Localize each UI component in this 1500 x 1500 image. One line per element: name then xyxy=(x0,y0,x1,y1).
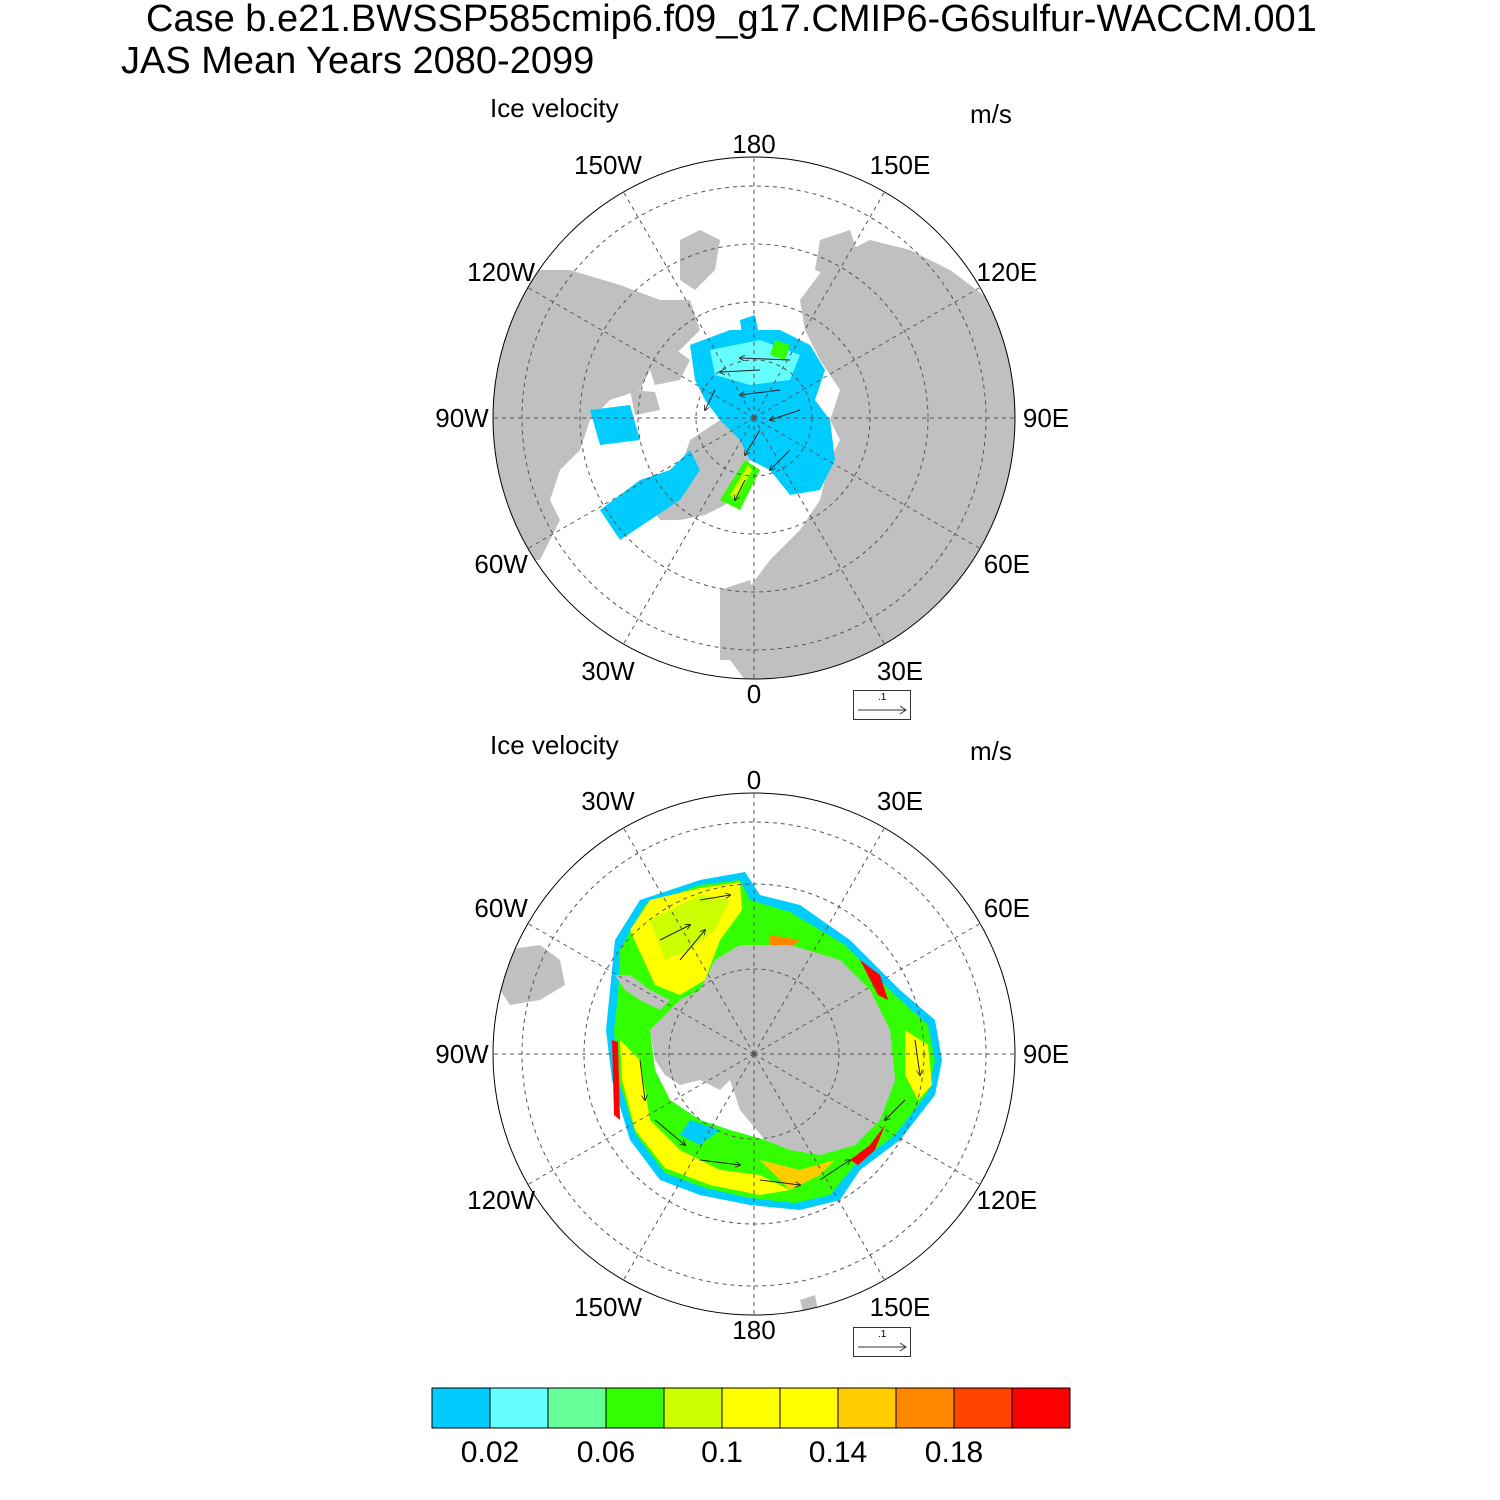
south-lon-label: 90W xyxy=(435,1039,489,1069)
colorbar-swatch xyxy=(489,1387,549,1429)
north-ice-vectors xyxy=(705,358,801,500)
south-lon-label: 120E xyxy=(977,1185,1038,1215)
south-meridian xyxy=(527,1053,755,1185)
south-reference-vector: .1 xyxy=(853,1327,911,1357)
south-reference-arrow-icon xyxy=(858,1342,907,1352)
colorbar-tick-label: 0.18 xyxy=(925,1436,983,1469)
south-lon-label: 150W xyxy=(574,1292,642,1322)
south-longitude-labels: 0 30E 60E 90E 120E 150E 180 150W 120W 90W 60W 30W xyxy=(435,765,1069,1345)
north-panel-units: m/s xyxy=(970,99,1012,129)
north-lon-label: 30E xyxy=(877,656,923,686)
north-polar-map: 180 150E 120E 90E 60E 30E 0 30W 60W 90W 120W 150W xyxy=(435,129,1069,709)
north-panel-title: Ice velocity xyxy=(490,93,619,123)
north-meridian xyxy=(753,191,885,419)
south-meridian xyxy=(753,1053,885,1281)
south-lon-label: 0 xyxy=(747,765,761,795)
colorbar-swatch xyxy=(721,1387,781,1429)
south-panel-units: m/s xyxy=(970,736,1012,766)
north-lon-label: 120W xyxy=(467,257,535,287)
colorbar xyxy=(431,1387,1071,1429)
colorbar-swatch xyxy=(953,1387,1013,1429)
colorbar-swatch xyxy=(779,1387,839,1429)
north-meridian xyxy=(753,287,981,419)
colorbar-swatch xyxy=(431,1387,491,1429)
south-lon-label: 150E xyxy=(870,1292,931,1322)
north-lon-label: 60W xyxy=(474,549,528,579)
north-meridian xyxy=(623,417,755,645)
south-lon-label: 30E xyxy=(877,786,923,816)
south-lon-label: 60W xyxy=(474,893,528,923)
south-ice-vectors xyxy=(639,895,920,1185)
period-title: JAS Mean Years 2080-2099 xyxy=(121,40,595,82)
south-panel-title: Ice velocity xyxy=(490,730,619,760)
north-lon-label: 150W xyxy=(574,150,642,180)
south-meridian xyxy=(623,827,755,1055)
colorbar-swatch xyxy=(895,1387,955,1429)
colorbar-swatch xyxy=(605,1387,665,1429)
south-reference-vector-label: .1 xyxy=(878,1329,887,1340)
north-reference-vector: .1 xyxy=(853,690,911,720)
colorbar-tick-labels: 0.02 0.06 0.1 0.14 0.18 xyxy=(461,1436,983,1469)
south-lon-label: 180 xyxy=(732,1315,775,1345)
north-lon-label: 180 xyxy=(732,129,775,159)
north-map-boundary xyxy=(492,156,1016,680)
south-lon-label: 60E xyxy=(984,893,1030,923)
south-polar-map: 0 30E 60E 90E 120E 150E 180 150W 120W 90W 60W 30W xyxy=(435,765,1069,1345)
north-meridian xyxy=(527,287,755,419)
south-land xyxy=(500,945,895,1312)
north-lon-label: 150E xyxy=(870,150,931,180)
north-reference-vector-label: .1 xyxy=(878,692,887,703)
south-lon-label: 30W xyxy=(581,786,635,816)
colorbar-swatch xyxy=(837,1387,897,1429)
north-lon-label: 120E xyxy=(977,257,1038,287)
south-lon-label: 120W xyxy=(467,1185,535,1215)
colorbar-swatch xyxy=(663,1387,723,1429)
north-longitude-labels: 180 150E 120E 90E 60E 30E 0 30W 60W 90W 120W 150W xyxy=(435,129,1069,709)
north-lon-label: 90W xyxy=(435,403,489,433)
colorbar-tick-label: 0.02 xyxy=(461,1436,519,1469)
colorbar-tick-label: 0.14 xyxy=(809,1436,867,1469)
north-meridians xyxy=(493,157,1015,679)
colorbar-tick-label: 0.06 xyxy=(577,1436,635,1469)
south-meridian xyxy=(527,923,755,1055)
south-ice-field xyxy=(606,872,942,1210)
north-meridian xyxy=(753,417,885,645)
north-meridian xyxy=(527,417,755,549)
south-meridian xyxy=(753,1053,981,1185)
north-lon-label: 60E xyxy=(984,549,1030,579)
north-reference-arrow-icon xyxy=(858,705,907,715)
colorbar-swatch xyxy=(547,1387,607,1429)
south-map-boundary xyxy=(492,792,1016,1316)
case-title: Case b.e21.BWSSP585cmip6.f09_g17.CMIP6-G… xyxy=(146,0,1317,40)
colorbar-tick-label: 0.1 xyxy=(701,1436,743,1469)
north-meridian xyxy=(753,417,981,549)
south-lon-label: 90E xyxy=(1023,1039,1069,1069)
north-lon-label: 90E xyxy=(1023,403,1069,433)
colorbar-swatch xyxy=(1011,1387,1071,1429)
south-meridian xyxy=(753,827,885,1055)
south-meridians xyxy=(493,793,1015,1315)
north-lon-label: 0 xyxy=(747,679,761,709)
south-meridian xyxy=(623,1053,755,1281)
north-lon-label: 30W xyxy=(581,656,635,686)
south-meridian xyxy=(753,923,981,1055)
north-meridian xyxy=(623,191,755,419)
